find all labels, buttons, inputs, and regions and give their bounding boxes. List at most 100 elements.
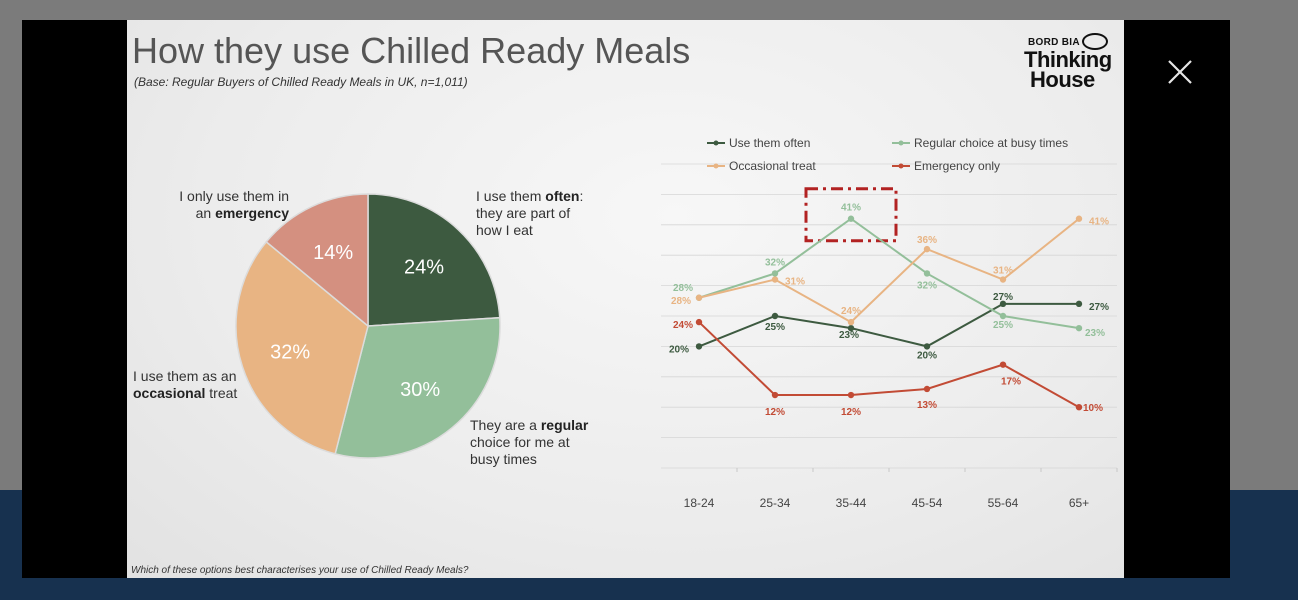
x-tick-label: 18-24	[684, 496, 715, 510]
pie-chart: 24% 30% 32% 14%	[235, 193, 501, 459]
data-label-emergency: 17%	[1001, 377, 1021, 388]
data-label-treat: 24%	[841, 306, 861, 317]
data-label-treat: 41%	[1089, 217, 1109, 228]
data-label-emergency: 12%	[841, 407, 861, 418]
data-label-busy: 32%	[765, 257, 785, 268]
legend-marker-often	[713, 140, 719, 146]
pie-label-emergency-bold: emergency	[215, 205, 289, 221]
data-point-treat	[923, 245, 931, 253]
x-tick-label: 55-64	[988, 496, 1019, 510]
data-label-often: 27%	[993, 292, 1013, 303]
data-point-emergency	[999, 361, 1007, 368]
pie-value-label-busy: 30%	[400, 379, 440, 401]
data-point-emergency	[923, 385, 931, 393]
data-label-treat: 31%	[993, 266, 1013, 277]
pie-slice-treat	[235, 240, 369, 455]
data-point-often	[923, 343, 931, 350]
line-chart: 18-24 25-34 35-44 45-54 55-64 65+ Use them oft…	[661, 136, 1118, 510]
pie-value-label-treat: 32%	[270, 341, 310, 363]
pie-slice-busy	[334, 316, 501, 459]
pie-label-emergency: I only use them in an emergency	[165, 188, 289, 222]
highlight-box	[804, 187, 898, 243]
logo-thinking: Thinking	[1024, 47, 1112, 72]
series-line-treat	[698, 217, 1080, 324]
logo-ring-icon	[1082, 33, 1108, 50]
pie-label-often-post: : they are part of how I eat	[476, 188, 584, 238]
x-tick-label: 25-34	[760, 496, 791, 510]
pie-label-busy-post: choice for me at busy times	[470, 434, 570, 467]
pie-label-often: I use them often: they are part of how I…	[476, 188, 596, 239]
legend-label-often: Use them often	[729, 136, 810, 150]
data-point-treat	[1075, 215, 1083, 222]
data-point-busy	[847, 215, 855, 222]
data-label-often: 27%	[1089, 302, 1109, 313]
data-point-emergency	[1075, 404, 1083, 411]
slide-image: How they use Chilled Ready Meals (Base: …	[127, 20, 1124, 578]
pie-label-treat-post: treat	[205, 385, 238, 401]
legend-label-treat: Occasional treat	[729, 159, 816, 173]
close-icon[interactable]	[1160, 52, 1200, 92]
data-point-busy	[771, 270, 779, 277]
data-label-often: 20%	[669, 344, 689, 355]
data-point-often	[695, 343, 703, 350]
pie-label-treat: I use them as an occasional treat	[133, 368, 251, 402]
data-label-busy: 28%	[673, 283, 693, 294]
data-label-treat: 36%	[917, 235, 937, 246]
data-point-treat	[771, 276, 779, 283]
data-label-often: 23%	[839, 330, 859, 341]
data-label-emergency: 24%	[673, 320, 693, 331]
series-line-busy	[698, 217, 1080, 330]
pie-label-often-bold: often	[545, 188, 580, 204]
x-tick-label: 45-54	[912, 496, 943, 510]
thinking-house-logo: BORD BIA Thinking House	[1020, 32, 1120, 96]
series-line-emergency	[698, 321, 1080, 409]
data-point-emergency	[695, 318, 703, 326]
data-point-emergency	[771, 391, 779, 399]
pie-label-emergency-pre: I only use them in an	[179, 188, 289, 221]
legend-label-emergency: Emergency only	[914, 159, 1000, 173]
data-label-busy: 41%	[841, 203, 861, 214]
data-label-often: 25%	[765, 322, 785, 333]
series-line-often	[698, 302, 1079, 348]
pie-value-label-emergency: 14%	[313, 242, 353, 264]
slide-footnote: Which of these options best characterise…	[131, 565, 469, 576]
slide-title: How they use Chilled Ready Meals	[132, 30, 691, 71]
pie-slice-often	[367, 193, 501, 327]
logo-bord-bia: BORD BIA	[1028, 37, 1080, 48]
legend-marker-emergency	[898, 163, 904, 169]
pie-label-often-pre: I use them	[476, 188, 546, 204]
data-label-busy: 32%	[917, 280, 937, 291]
pie-label-treat-pre: I use them as an	[133, 368, 237, 384]
data-point-often	[1075, 300, 1083, 308]
pie-value-label-often: 24%	[404, 256, 444, 278]
data-label-treat: 28%	[671, 296, 691, 307]
data-point-treat	[999, 276, 1007, 283]
legend-marker-busy	[898, 140, 904, 146]
data-point-often	[999, 300, 1007, 308]
data-label-emergency: 12%	[765, 407, 785, 418]
x-tick-label: 35-44	[836, 496, 867, 510]
pie-slice-emergency	[265, 193, 369, 328]
pie-label-busy-pre: They are a	[470, 417, 541, 433]
data-label-busy: 23%	[1085, 328, 1105, 339]
data-label-treat: 31%	[785, 277, 805, 288]
data-label-busy: 25%	[993, 320, 1013, 331]
slide-subtitle: (Base: Regular Buyers of Chilled Ready M…	[134, 75, 468, 89]
pie-label-treat-bold: occasional	[133, 385, 206, 401]
data-point-busy	[1075, 324, 1083, 332]
x-tick-label: 65+	[1069, 496, 1089, 510]
data-point-often	[771, 312, 779, 320]
data-label-emergency: 13%	[917, 400, 937, 411]
data-point-often	[847, 324, 855, 332]
pie-label-busy: They are a regular choice for me at busy…	[470, 417, 598, 468]
logo-house: House	[1030, 67, 1095, 92]
data-point-busy	[999, 312, 1007, 320]
data-label-emergency: 10%	[1083, 403, 1103, 414]
pie-label-busy-bold: regular	[540, 417, 589, 433]
data-point-treat	[695, 294, 703, 301]
data-point-treat	[847, 318, 855, 326]
data-point-busy	[923, 270, 931, 277]
data-point-emergency	[847, 391, 855, 399]
legend-marker-treat	[713, 163, 719, 169]
data-label-often: 20%	[917, 350, 937, 361]
